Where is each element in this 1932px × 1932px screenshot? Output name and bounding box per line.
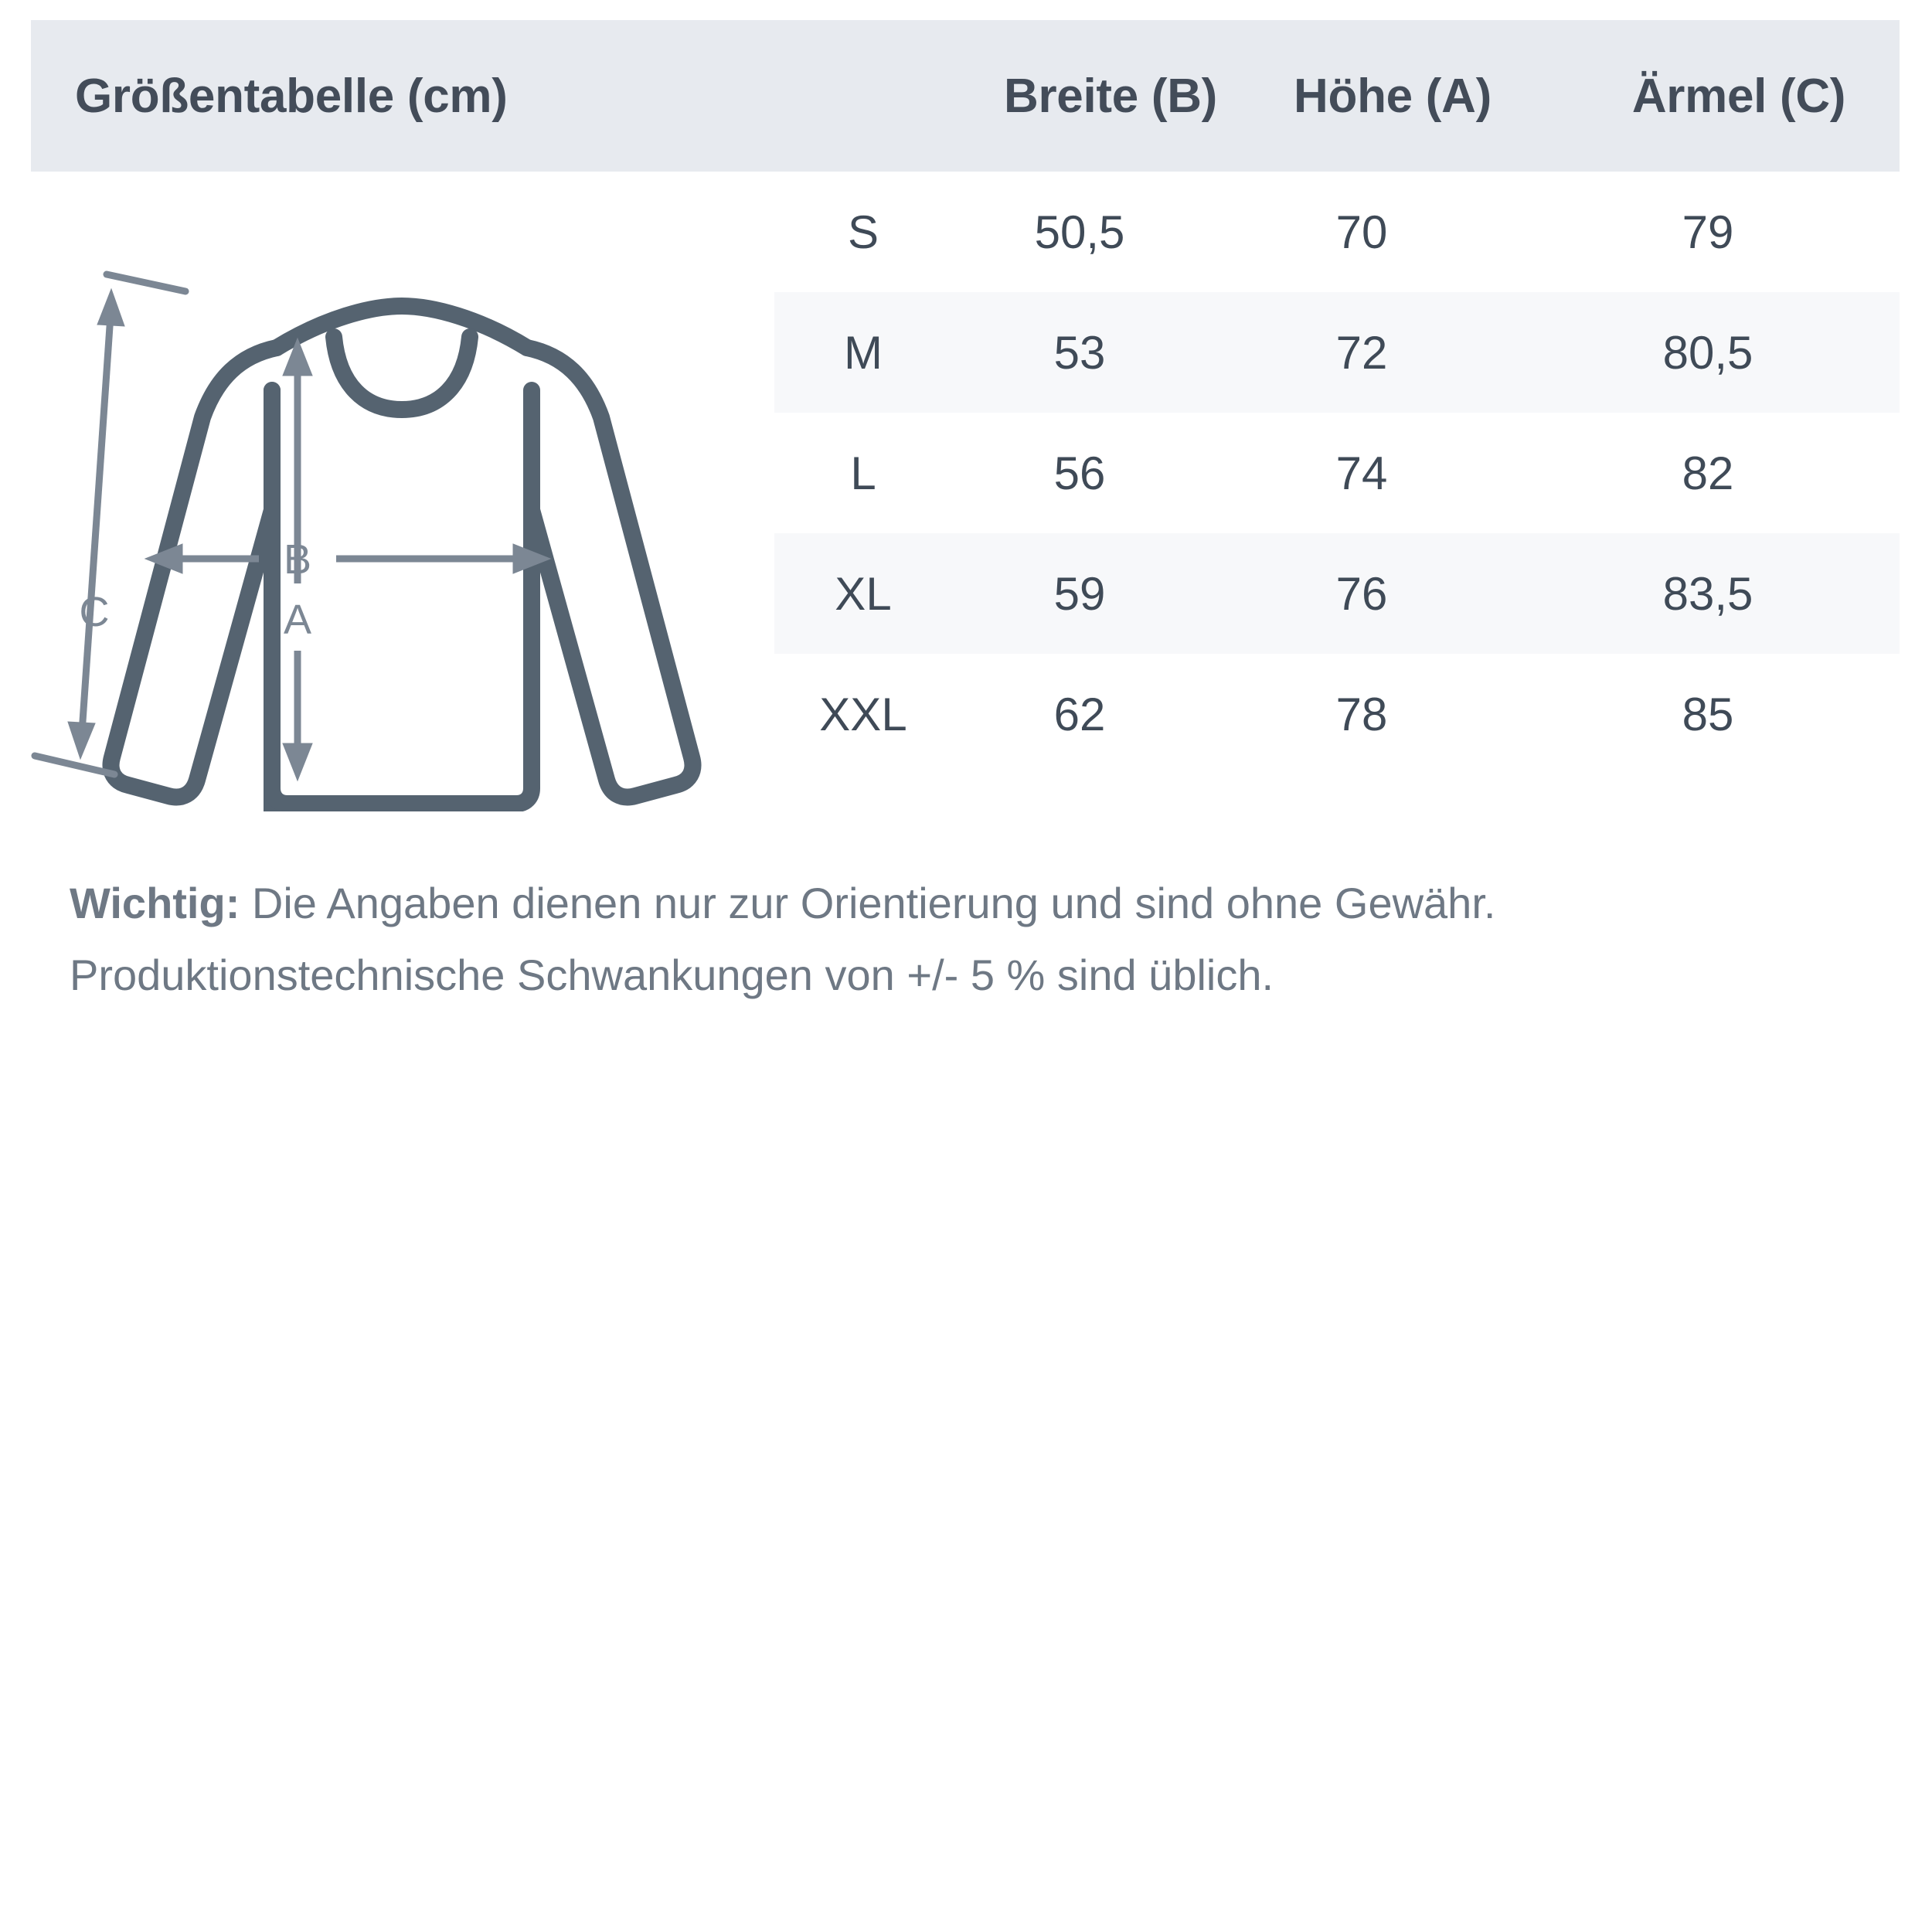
cell-aermel: 80,5 bbox=[1662, 326, 1753, 379]
cell-aermel: 82 bbox=[1682, 447, 1734, 499]
cell-breite: 50,5 bbox=[1034, 206, 1125, 258]
table-row: L 56 74 82 bbox=[774, 413, 1900, 533]
cell-hoehe: 72 bbox=[1335, 326, 1388, 379]
cell-hoehe: 76 bbox=[1335, 567, 1388, 620]
disclaimer-lead: Wichtig: bbox=[70, 879, 240, 927]
cell-breite: 56 bbox=[1053, 447, 1106, 499]
table-row: S 50,5 70 79 bbox=[774, 172, 1900, 292]
cell-size: XL bbox=[835, 567, 892, 620]
size-chart-header: Größentabelle (cm) Breite (B) Höhe (A) Ä… bbox=[31, 20, 1900, 172]
disclaimer-line-1: Die Angaben dienen nur zur Orientierung … bbox=[240, 879, 1496, 927]
cell-breite: 62 bbox=[1053, 688, 1106, 740]
cell-size: S bbox=[847, 206, 879, 258]
disclaimer-note: Wichtig: Die Angaben dienen nur zur Orie… bbox=[70, 867, 1909, 1011]
size-table-body: S 50,5 70 79 M 53 72 80,5 L 56 74 82 XL … bbox=[774, 172, 1900, 774]
dimension-label-c: C bbox=[80, 589, 110, 635]
disclaimer-line-2: Produktionstechnische Schwankungen von +… bbox=[70, 951, 1274, 999]
cell-aermel: 85 bbox=[1682, 688, 1734, 740]
table-row: M 53 72 80,5 bbox=[774, 292, 1900, 413]
cell-breite: 59 bbox=[1053, 567, 1106, 620]
dimension-marker-c bbox=[31, 270, 189, 778]
cell-breite: 53 bbox=[1053, 326, 1106, 379]
header-column-group: Breite (B) Höhe (A) Ärmel (C) bbox=[805, 69, 1930, 124]
cell-size: XXL bbox=[819, 688, 907, 740]
cell-size: M bbox=[844, 326, 883, 379]
dimension-marker-b bbox=[144, 543, 552, 574]
header-col-size bbox=[805, 69, 983, 124]
cell-aermel: 83,5 bbox=[1662, 567, 1753, 620]
dimension-label-b: B bbox=[284, 536, 311, 583]
table-row: XL 59 76 83,5 bbox=[774, 533, 1900, 654]
header-col-breite: Breite (B) bbox=[1003, 69, 1218, 123]
dimension-label-a: A bbox=[284, 597, 311, 643]
cell-hoehe: 70 bbox=[1335, 206, 1388, 258]
table-row: XXL 62 78 85 bbox=[774, 654, 1900, 774]
shirt-outline-icon bbox=[102, 298, 702, 811]
garment-diagram: C A B bbox=[31, 255, 773, 811]
cell-hoehe: 78 bbox=[1335, 688, 1388, 740]
dimension-marker-a bbox=[282, 337, 313, 782]
header-col-hoehe: Höhe (A) bbox=[1294, 69, 1492, 123]
header-col-aermel: Ärmel (C) bbox=[1631, 69, 1846, 123]
cell-size: L bbox=[850, 447, 876, 499]
page-title: Größentabelle (cm) bbox=[75, 69, 508, 123]
cell-hoehe: 74 bbox=[1335, 447, 1388, 499]
cell-aermel: 79 bbox=[1682, 206, 1734, 258]
